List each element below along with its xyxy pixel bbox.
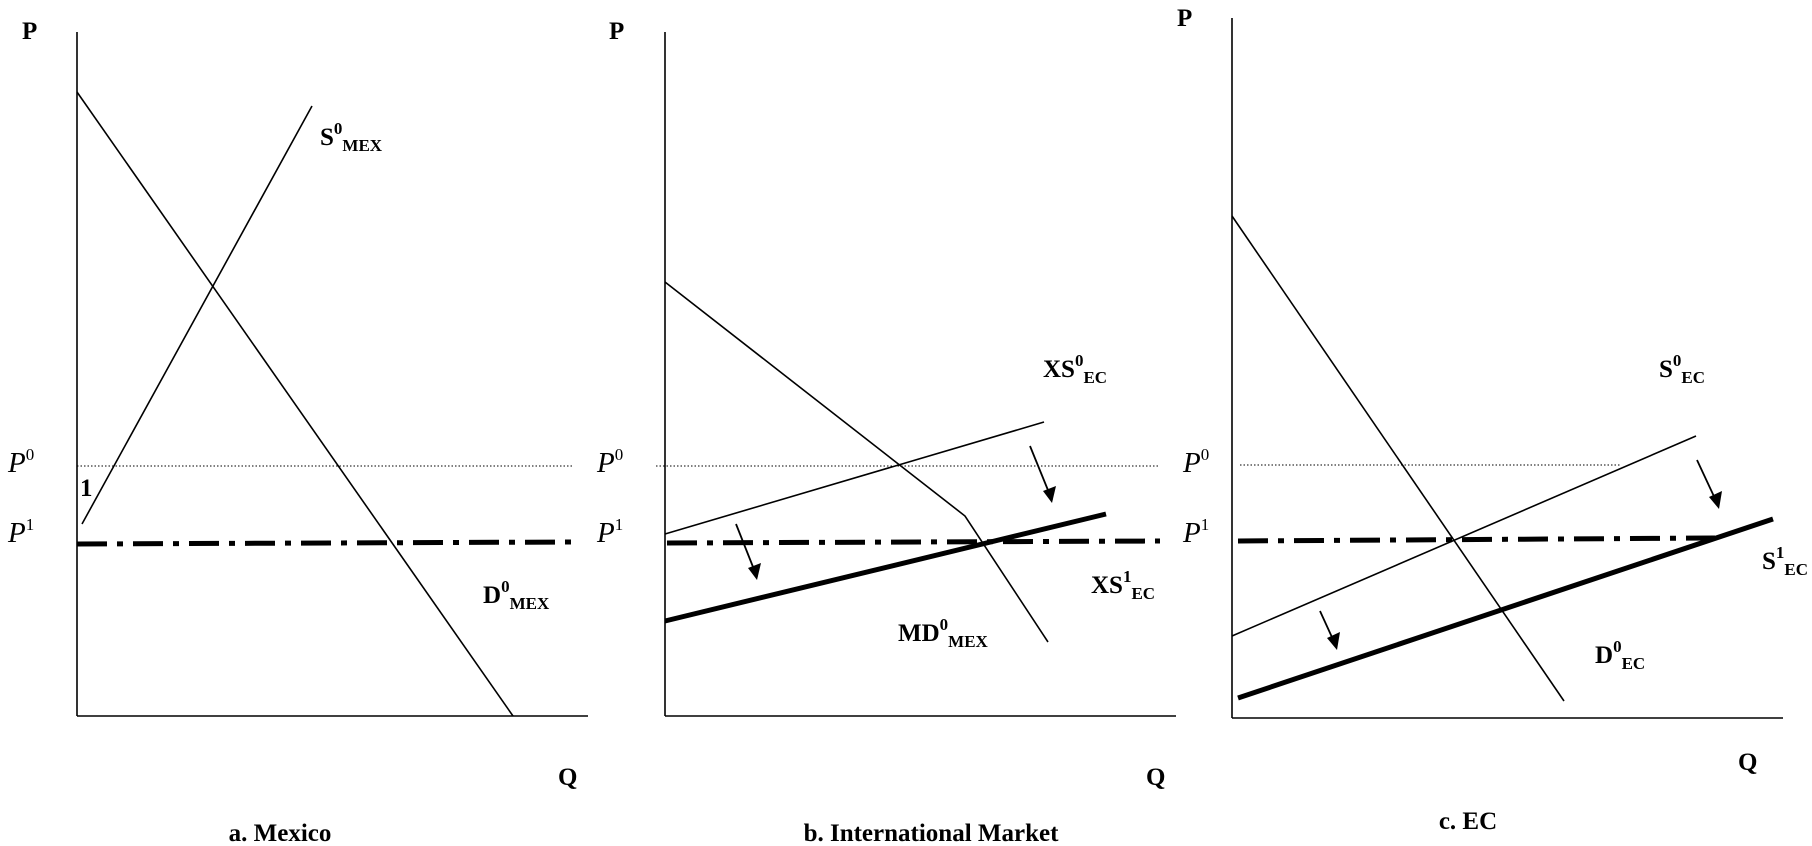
mexico-p0-label: P0 bbox=[7, 445, 34, 479]
ec-p1-label: P1 bbox=[1182, 515, 1209, 549]
mexico-demand-label: D0MEX bbox=[483, 577, 550, 613]
excess-supply-curve-ec-shifted bbox=[664, 511, 1107, 624]
international-panel-title: b. International Market bbox=[804, 820, 1060, 846]
ec-y-axis-label: P bbox=[1177, 5, 1192, 32]
international-p1-label: P1 bbox=[596, 515, 623, 549]
mexico-supply-label: S0MEX bbox=[320, 119, 383, 155]
ec-panel-title: c. EC bbox=[1439, 808, 1497, 835]
mexico-demand-curve bbox=[76, 91, 514, 717]
ec-supply-shifted-label: S1EC bbox=[1762, 543, 1808, 579]
panel-mexico: P Q P0 P1 1 S0MEX D0MEX a. Mexico bbox=[7, 18, 588, 846]
ec-supply-curve-shifted bbox=[1237, 516, 1774, 701]
mexico-p1-line bbox=[76, 539, 576, 547]
excess-supply-ec-shifted-label: XS1EC bbox=[1091, 567, 1155, 603]
mexico-panel-title: a. Mexico bbox=[229, 820, 332, 846]
international-p1-line bbox=[666, 538, 1161, 546]
ec-demand-curve bbox=[1231, 215, 1565, 702]
ec-supply-initial-label: S0EC bbox=[1659, 351, 1705, 387]
ec-p0-label: P0 bbox=[1182, 445, 1209, 479]
international-y-axis-label: P bbox=[609, 18, 624, 45]
ec-shift-arrow-left bbox=[1319, 610, 1340, 650]
ec-shift-arrow-right bbox=[1696, 459, 1722, 509]
mexico-x-axis-label: Q bbox=[558, 764, 577, 791]
mexico-supply-curve bbox=[81, 105, 313, 525]
panel-ec: P Q P0 P1 S0EC S1EC D0EC c. EC bbox=[1177, 5, 1808, 835]
ec-x-axis-label: Q bbox=[1738, 749, 1757, 776]
mexico-y-axis-label: P bbox=[22, 18, 37, 45]
ec-supply-curve-initial bbox=[1231, 435, 1697, 637]
excess-supply-curve-ec-initial bbox=[664, 421, 1045, 535]
international-p0-label: P0 bbox=[596, 445, 623, 479]
panel-international-market: P Q P0 P1 XS0EC XS1EC MD0MEX b. Internat… bbox=[596, 18, 1176, 846]
mexico-point-marker: 1 bbox=[80, 475, 93, 502]
international-shift-arrow-left bbox=[735, 523, 761, 580]
excess-supply-ec-initial-label: XS0EC bbox=[1043, 351, 1107, 387]
mexico-p1-label: P1 bbox=[7, 515, 34, 549]
ec-p1-line bbox=[1237, 535, 1716, 544]
international-x-axis-label: Q bbox=[1146, 764, 1165, 791]
import-demand-mex-label: MD0MEX bbox=[898, 615, 989, 651]
international-shift-arrow-right bbox=[1029, 445, 1056, 503]
import-demand-curve-mex bbox=[664, 281, 1049, 643]
ec-demand-label: D0EC bbox=[1595, 637, 1645, 673]
